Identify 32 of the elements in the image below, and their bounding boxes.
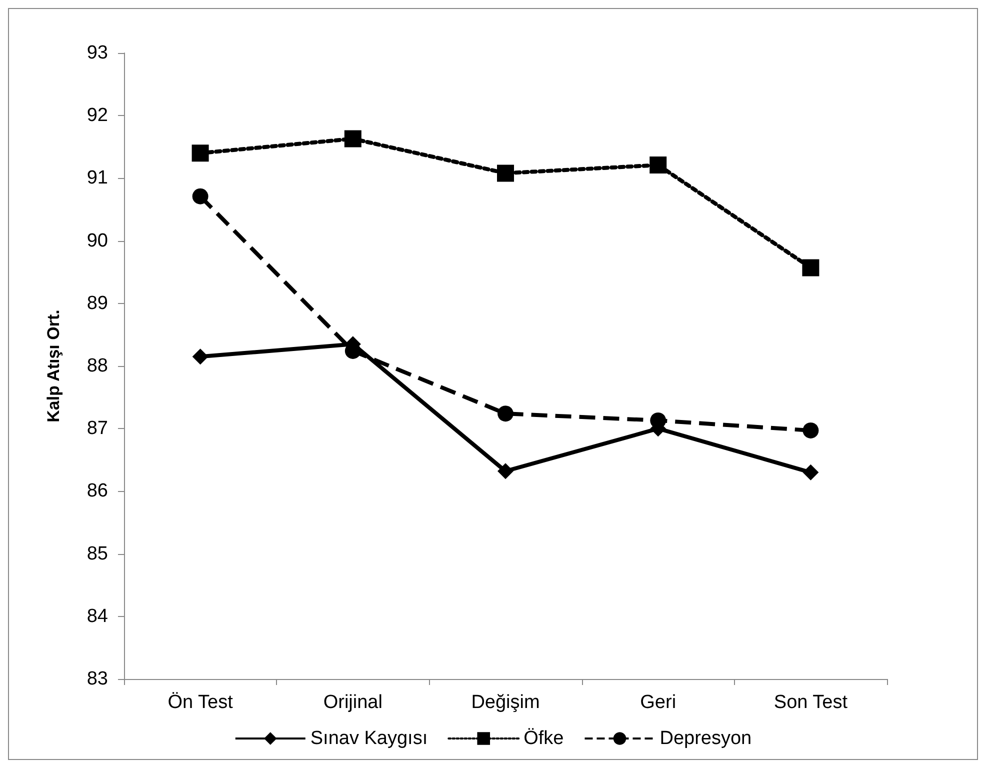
y-tick-label: 84 — [86, 606, 108, 627]
y-tick-label: 93 — [86, 42, 108, 64]
x-tick-label: Son Test — [774, 692, 848, 713]
y-tick-label: 83 — [86, 668, 108, 690]
point — [802, 422, 819, 438]
y-tick-label: 90 — [86, 230, 108, 252]
x-tick-label: Ön Test — [168, 692, 234, 713]
point — [650, 412, 666, 428]
point — [497, 164, 514, 182]
y-axis-title: Kalp Atışı Ort. — [44, 310, 63, 422]
y-tick-label: 91 — [86, 168, 108, 189]
point — [192, 348, 208, 365]
point — [192, 188, 208, 204]
point — [192, 144, 209, 162]
x-tick-label: Değişim — [471, 692, 540, 713]
point — [344, 130, 362, 148]
point — [802, 464, 819, 480]
x-tick-label: Geri — [640, 692, 676, 713]
legend-label: Depresyon — [660, 728, 752, 749]
legend-label: Öfke — [524, 728, 564, 749]
point — [650, 156, 667, 174]
y-tick-label: 85 — [86, 543, 108, 564]
y-tick-label: 87 — [86, 418, 108, 440]
legend-label: Sınav Kaygısı — [310, 728, 428, 749]
y-tick-label: 89 — [86, 292, 108, 314]
y-tick-label: 86 — [86, 480, 108, 502]
point — [498, 406, 514, 422]
point — [802, 259, 820, 276]
y-tick-label: 88 — [86, 356, 108, 376]
y-tick-label: 92 — [86, 105, 108, 126]
point — [498, 463, 514, 480]
x-tick-label: Orijinal — [323, 692, 382, 713]
